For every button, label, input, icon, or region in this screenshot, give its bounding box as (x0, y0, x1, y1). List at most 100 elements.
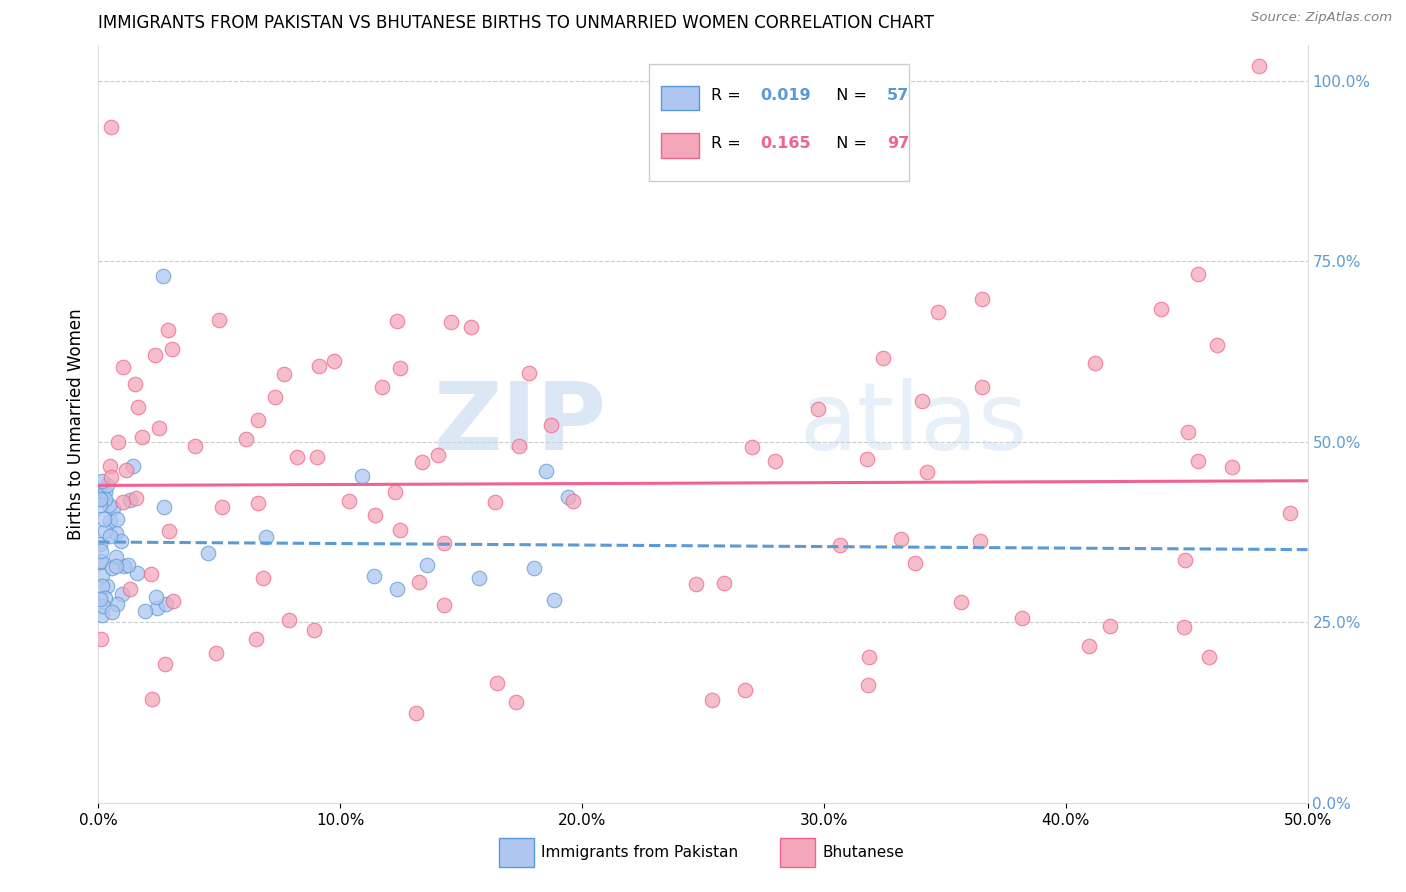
Point (91, 578, 114, 592)
Point (302, 623, 325, 637)
Point (890, 532, 912, 546)
Point (90, 632, 112, 647)
Point (460, 319, 482, 334)
Point (107, 435, 129, 450)
Text: N =: N = (827, 88, 873, 103)
Point (322, 354, 344, 368)
Point (557, 491, 579, 505)
Point (1011, 611, 1033, 625)
Point (89, 498, 111, 512)
Point (110, 533, 132, 548)
Point (562, 493, 585, 508)
Point (364, 508, 387, 523)
Point (1198, 650, 1220, 665)
Point (105, 526, 128, 541)
Point (162, 594, 184, 608)
Point (96, 477, 118, 491)
Point (350, 469, 373, 483)
Point (432, 598, 454, 612)
Point (1187, 268, 1209, 282)
Point (125, 491, 148, 505)
Point (134, 603, 156, 617)
Point (89, 592, 111, 607)
Point (363, 568, 385, 582)
Point (98, 514, 121, 528)
Point (910, 393, 932, 408)
Point (247, 496, 270, 510)
Point (117, 558, 139, 573)
Text: 57: 57 (887, 88, 910, 103)
Point (540, 417, 562, 432)
Point (384, 484, 406, 499)
Point (98, 458, 121, 473)
Point (104, 559, 127, 574)
Point (122, 458, 145, 473)
Text: 0.019: 0.019 (759, 88, 810, 103)
Point (856, 452, 879, 467)
Point (713, 576, 735, 591)
Point (370, 379, 392, 393)
Text: atlas: atlas (800, 377, 1028, 470)
Point (278, 613, 301, 627)
Point (440, 315, 463, 329)
Point (307, 450, 329, 465)
Point (523, 561, 546, 575)
Text: 97: 97 (887, 136, 910, 151)
Point (100, 120, 122, 135)
Point (100, 605, 122, 619)
Point (96, 579, 118, 593)
Point (94, 485, 117, 500)
Point (152, 268, 174, 283)
Point (387, 314, 409, 328)
Point (91, 491, 114, 506)
Point (1220, 460, 1243, 475)
Point (505, 695, 527, 709)
Point (1187, 453, 1209, 467)
Point (252, 571, 274, 585)
Point (508, 439, 530, 453)
Point (127, 400, 149, 414)
Point (101, 501, 124, 516)
Point (468, 571, 491, 585)
Point (105, 597, 128, 611)
Point (1077, 639, 1099, 653)
Point (145, 590, 167, 604)
Point (389, 361, 412, 376)
Point (534, 464, 557, 478)
Text: ZIP: ZIP (433, 377, 606, 470)
Point (105, 512, 128, 526)
Point (90, 554, 112, 568)
Point (124, 376, 146, 391)
Point (969, 533, 991, 548)
Point (211, 500, 233, 515)
Y-axis label: Births to Unmarried Women: Births to Unmarried Women (66, 308, 84, 540)
Point (120, 582, 142, 597)
Point (101, 561, 124, 575)
Point (702, 693, 724, 707)
Point (89, 491, 111, 506)
Point (970, 380, 993, 394)
Point (93, 512, 115, 526)
Point (127, 566, 149, 580)
Point (111, 359, 134, 374)
Point (143, 348, 166, 362)
Point (1173, 553, 1195, 567)
Text: N =: N = (827, 136, 873, 151)
Point (308, 359, 330, 373)
Text: Source: ZipAtlas.com: Source: ZipAtlas.com (1251, 11, 1392, 24)
Point (830, 537, 852, 551)
Point (807, 401, 830, 416)
Point (152, 500, 174, 514)
Point (115, 463, 138, 477)
Point (273, 367, 295, 381)
Point (235, 433, 257, 447)
Point (245, 632, 267, 646)
Point (111, 587, 134, 601)
Point (927, 304, 949, 318)
Point (1150, 301, 1173, 316)
Text: R =: R = (711, 88, 747, 103)
Point (105, 549, 128, 564)
Point (427, 449, 450, 463)
Point (155, 597, 177, 611)
Point (90, 567, 112, 582)
